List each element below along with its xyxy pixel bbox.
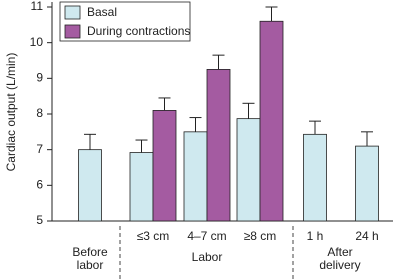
legend-label: During contractions [87,24,190,38]
bar [206,69,231,222]
y-tick-label: 5 [36,213,43,227]
error-bar [265,6,278,22]
legend-swatch [64,5,81,20]
y-tick-label: 11 [31,0,44,13]
error-bar [212,54,225,70]
bar [152,110,177,222]
x-tick-label: ≤3 cm [137,229,170,243]
error-bar [242,102,255,119]
error-bar [158,97,171,111]
bar [183,131,208,222]
x-tick-label: 1 h [307,229,324,243]
group-label: Before labor [72,245,108,272]
y-tick-label: 7 [36,142,43,156]
y-tick-label: 9 [36,71,43,85]
bar [303,133,327,222]
x-tick-label: ≥8 cm [244,229,277,243]
error-bar [84,133,96,150]
bar [355,145,379,222]
bar [259,20,284,222]
bar [236,118,261,222]
legend-swatch [64,24,81,39]
x-tick-label: 4–7 cm [187,229,226,243]
bar [129,152,154,222]
error-bar [361,131,373,147]
y-tick-label: 8 [36,106,43,120]
y-tick-label: 6 [36,178,43,192]
y-axis-label: Cardiac output (L/min) [4,53,18,172]
bar [78,149,102,222]
legend-box [59,1,191,42]
legend-label: Basal [87,5,117,19]
y-tick-label: 10 [30,35,44,49]
group-label: Labor [191,250,223,264]
x-tick-label: 24 h [355,229,378,243]
error-bar [189,117,202,132]
group-label: After delivery [319,245,361,272]
error-bar [309,120,321,135]
error-bar [135,139,148,153]
